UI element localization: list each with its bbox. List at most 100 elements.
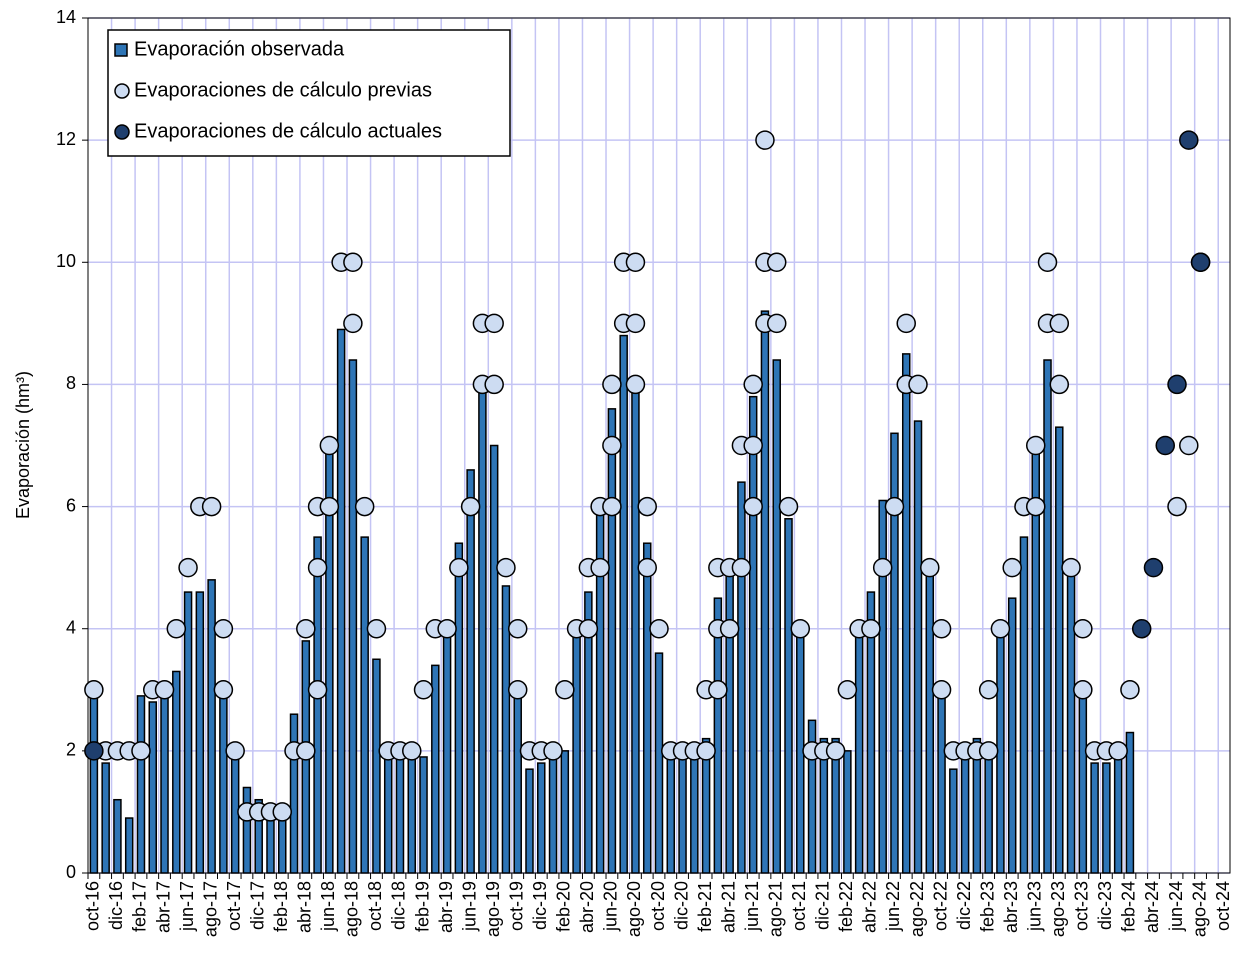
previous-point <box>272 802 293 822</box>
previous-point <box>366 618 387 639</box>
previous-point <box>920 557 940 578</box>
legend-swatch <box>114 43 128 57</box>
current-point <box>1179 130 1199 150</box>
x-tick-label: oct-17 <box>224 881 244 931</box>
bar <box>654 652 664 874</box>
previous-point <box>543 741 563 761</box>
bar <box>348 359 358 874</box>
x-tick-label: feb-20 <box>554 881 574 932</box>
y-tick-label: 8 <box>66 373 76 393</box>
current-point <box>1190 252 1211 273</box>
bar <box>537 762 546 874</box>
bar <box>666 750 676 874</box>
y-tick-label: 10 <box>56 251 76 271</box>
previous-point <box>872 557 893 578</box>
bar <box>1043 359 1052 874</box>
x-tick-label: jun-20 <box>601 881 621 932</box>
bar <box>890 432 899 874</box>
x-tick-label: abr-19 <box>436 881 456 933</box>
bar <box>642 542 652 874</box>
bar <box>1078 695 1088 874</box>
previous-point <box>1061 557 1081 578</box>
bar <box>996 634 1005 874</box>
bar <box>1090 762 1099 874</box>
x-tick-label: ago-24 <box>1189 881 1209 937</box>
bar <box>819 737 829 874</box>
bar <box>242 786 252 874</box>
bar <box>925 573 935 874</box>
previous-point <box>931 680 952 700</box>
bar <box>984 750 993 874</box>
legend-box <box>107 29 511 157</box>
previous-point <box>978 741 999 761</box>
legend-label: Evaporación observada <box>134 38 345 60</box>
x-tick-label: abr-18 <box>295 881 315 933</box>
x-tick-label: jun-24 <box>1166 881 1186 932</box>
y-axis-label: Evaporación (hm³) <box>13 371 33 519</box>
x-tick-label: abr-23 <box>1001 881 1021 933</box>
bar <box>784 518 793 874</box>
bar <box>1066 573 1076 874</box>
previous-point <box>884 496 905 517</box>
previous-point <box>896 313 916 334</box>
previous-point <box>319 435 340 456</box>
y-tick-label: 14 <box>56 7 76 27</box>
previous-point <box>837 680 858 700</box>
previous-point <box>319 496 340 517</box>
bar <box>124 817 134 874</box>
legend-swatch <box>114 124 130 140</box>
x-tick-label: dic-16 <box>106 881 126 930</box>
x-tick-label: oct-19 <box>506 881 526 931</box>
x-tick-label: feb-19 <box>412 881 432 932</box>
bar <box>843 750 852 874</box>
previous-point <box>908 374 928 395</box>
bar <box>949 768 958 874</box>
previous-point <box>413 680 434 700</box>
x-tick-label: dic-19 <box>530 881 550 930</box>
previous-point <box>1120 680 1140 700</box>
x-tick-label: oct-16 <box>83 881 103 931</box>
x-tick-label: dic-21 <box>813 881 833 930</box>
x-tick-label: oct-22 <box>930 881 950 931</box>
previous-point <box>1167 496 1187 517</box>
bar <box>584 591 593 874</box>
x-tick-label: ago-21 <box>765 881 785 937</box>
previous-point <box>1002 557 1022 578</box>
bar <box>254 798 263 874</box>
previous-point <box>766 252 787 273</box>
bar <box>796 634 805 874</box>
previous-point <box>484 374 504 395</box>
previous-point <box>590 557 610 578</box>
previous-point <box>696 741 716 761</box>
bar <box>572 634 581 874</box>
bar <box>207 579 216 874</box>
previous-point <box>861 618 881 639</box>
x-tick-label: ago-22 <box>907 881 927 937</box>
bar <box>195 591 205 874</box>
bar <box>89 695 99 874</box>
bar <box>454 542 464 874</box>
previous-point <box>343 252 363 273</box>
x-tick-label: jun-17 <box>177 881 197 932</box>
previous-point <box>296 618 316 639</box>
x-tick-label: ago-17 <box>200 881 220 937</box>
bar <box>289 713 299 874</box>
previous-point <box>637 496 657 517</box>
current-point <box>1143 557 1164 578</box>
previous-point <box>507 680 528 700</box>
y-tick-label: 2 <box>66 740 76 760</box>
previous-point <box>743 374 763 395</box>
previous-point <box>825 741 846 761</box>
previous-point <box>778 496 799 517</box>
previous-point <box>790 618 811 639</box>
current-point <box>1155 435 1175 456</box>
previous-point <box>1108 741 1128 761</box>
current-point <box>84 741 104 761</box>
bar <box>1019 536 1029 874</box>
previous-point <box>1049 374 1070 395</box>
previous-point <box>201 496 222 517</box>
bar <box>113 798 122 874</box>
previous-point <box>449 557 469 578</box>
previous-point <box>307 557 328 578</box>
